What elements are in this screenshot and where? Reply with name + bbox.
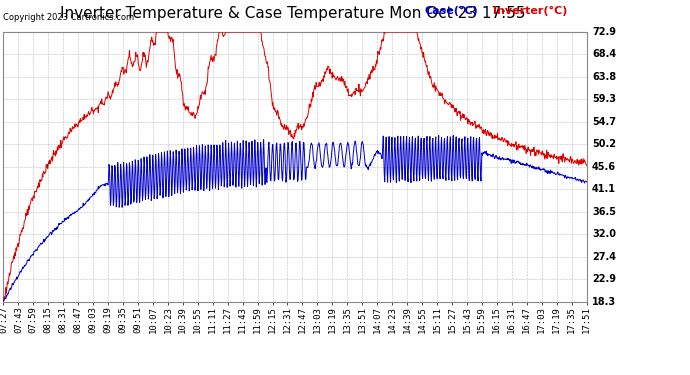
Text: Inverter Temperature & Case Temperature Mon Oct 23 17:55: Inverter Temperature & Case Temperature … [61,6,526,21]
Text: 63.8: 63.8 [592,72,616,82]
Text: 59.3: 59.3 [592,94,616,104]
Text: 27.4: 27.4 [592,252,616,262]
Text: 22.9: 22.9 [592,274,616,284]
Text: 45.6: 45.6 [592,162,616,172]
Text: 72.9: 72.9 [592,27,616,37]
Text: 36.5: 36.5 [592,207,616,217]
Text: Inverter(°C): Inverter(°C) [493,6,568,16]
Text: 18.3: 18.3 [592,297,616,307]
Text: 41.1: 41.1 [592,184,616,194]
Text: 32.0: 32.0 [592,229,616,239]
Text: Copyright 2023 Cartronics.com: Copyright 2023 Cartronics.com [3,13,135,22]
Text: 50.2: 50.2 [592,139,616,149]
Text: 54.7: 54.7 [592,117,616,127]
Text: 68.4: 68.4 [592,49,616,59]
Text: Case(°C): Case(°C) [424,6,478,16]
